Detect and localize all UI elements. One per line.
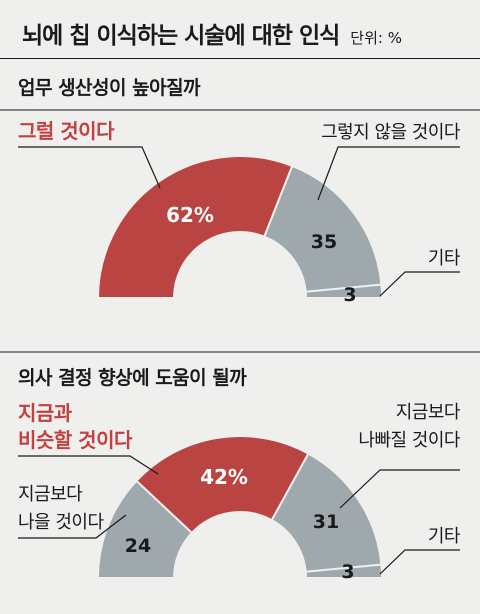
chart-1-title: 업무 생산성이 높아질까	[18, 77, 201, 99]
chart-2-title: 의사 결정 향상에 도움이 될까	[18, 367, 247, 389]
chart-2-label-b-line2: 비슷할 것이다	[18, 428, 133, 452]
chart-2-leader-d	[379, 549, 460, 575]
chart-2-value-b: 42%	[200, 465, 248, 489]
unit-label: 단위: %	[350, 29, 402, 47]
chart-2-value-d: 3	[341, 561, 354, 583]
chart-2-leader-c	[339, 469, 460, 509]
chart-1-leader-a	[18, 146, 161, 189]
chart-1-label-b: 그렇지 않을 것이다	[321, 122, 461, 143]
chart-1: 업무 생산성이 높아질까 그럴 것이다 그렇지 않을 것이다 기타 62% 35…	[0, 77, 480, 306]
chart-2-slice-2	[135, 435, 310, 535]
chart-2-label-c-line1: 지금보다	[396, 402, 461, 423]
chart-1-label-a: 그럴 것이다	[18, 119, 115, 143]
chart-2: 의사 결정 향상에 도움이 될까 지금과 비슷할 것이다 지금보다 나을 것이다…	[18, 367, 461, 583]
chart-1-arcs	[96, 155, 384, 299]
chart-1-slice-3	[304, 283, 384, 299]
chart-1-slice-2	[262, 164, 383, 293]
chart-2-value-a: 24	[125, 535, 151, 557]
chart-2-label-a-line1: 지금보다	[18, 484, 83, 505]
chart-1-leader-b	[317, 146, 460, 201]
chart-2-leader-a	[18, 514, 127, 539]
chart-1-leader-c	[379, 271, 460, 297]
chart-1-value-b: 35	[311, 231, 337, 253]
chart-1-value-c: 3	[343, 284, 356, 306]
chart-2-label-d: 기타	[428, 526, 461, 547]
chart-2-label-b-line1: 지금과	[18, 401, 73, 425]
chart-1-slice-1	[96, 155, 294, 299]
title-text: 뇌에 칩 이식하는 시술에 대한 인식	[22, 23, 340, 49]
chart-2-slice-4	[304, 563, 384, 579]
chart-2-arcs	[96, 435, 384, 579]
chart-2-label-a-line2: 나을 것이다	[18, 512, 104, 533]
chart-1-value-a: 62%	[166, 203, 214, 227]
title-divider	[0, 58, 480, 59]
chart-2-value-c: 31	[313, 511, 339, 533]
page-title: 뇌에 칩 이식하는 시술에 대한 인식 단위: %	[22, 16, 402, 50]
chart-1-label-c: 기타	[428, 248, 461, 269]
chart-2-label-c-line2: 나빠질 것이다	[358, 430, 461, 451]
chart-2-leader-b	[18, 455, 159, 475]
